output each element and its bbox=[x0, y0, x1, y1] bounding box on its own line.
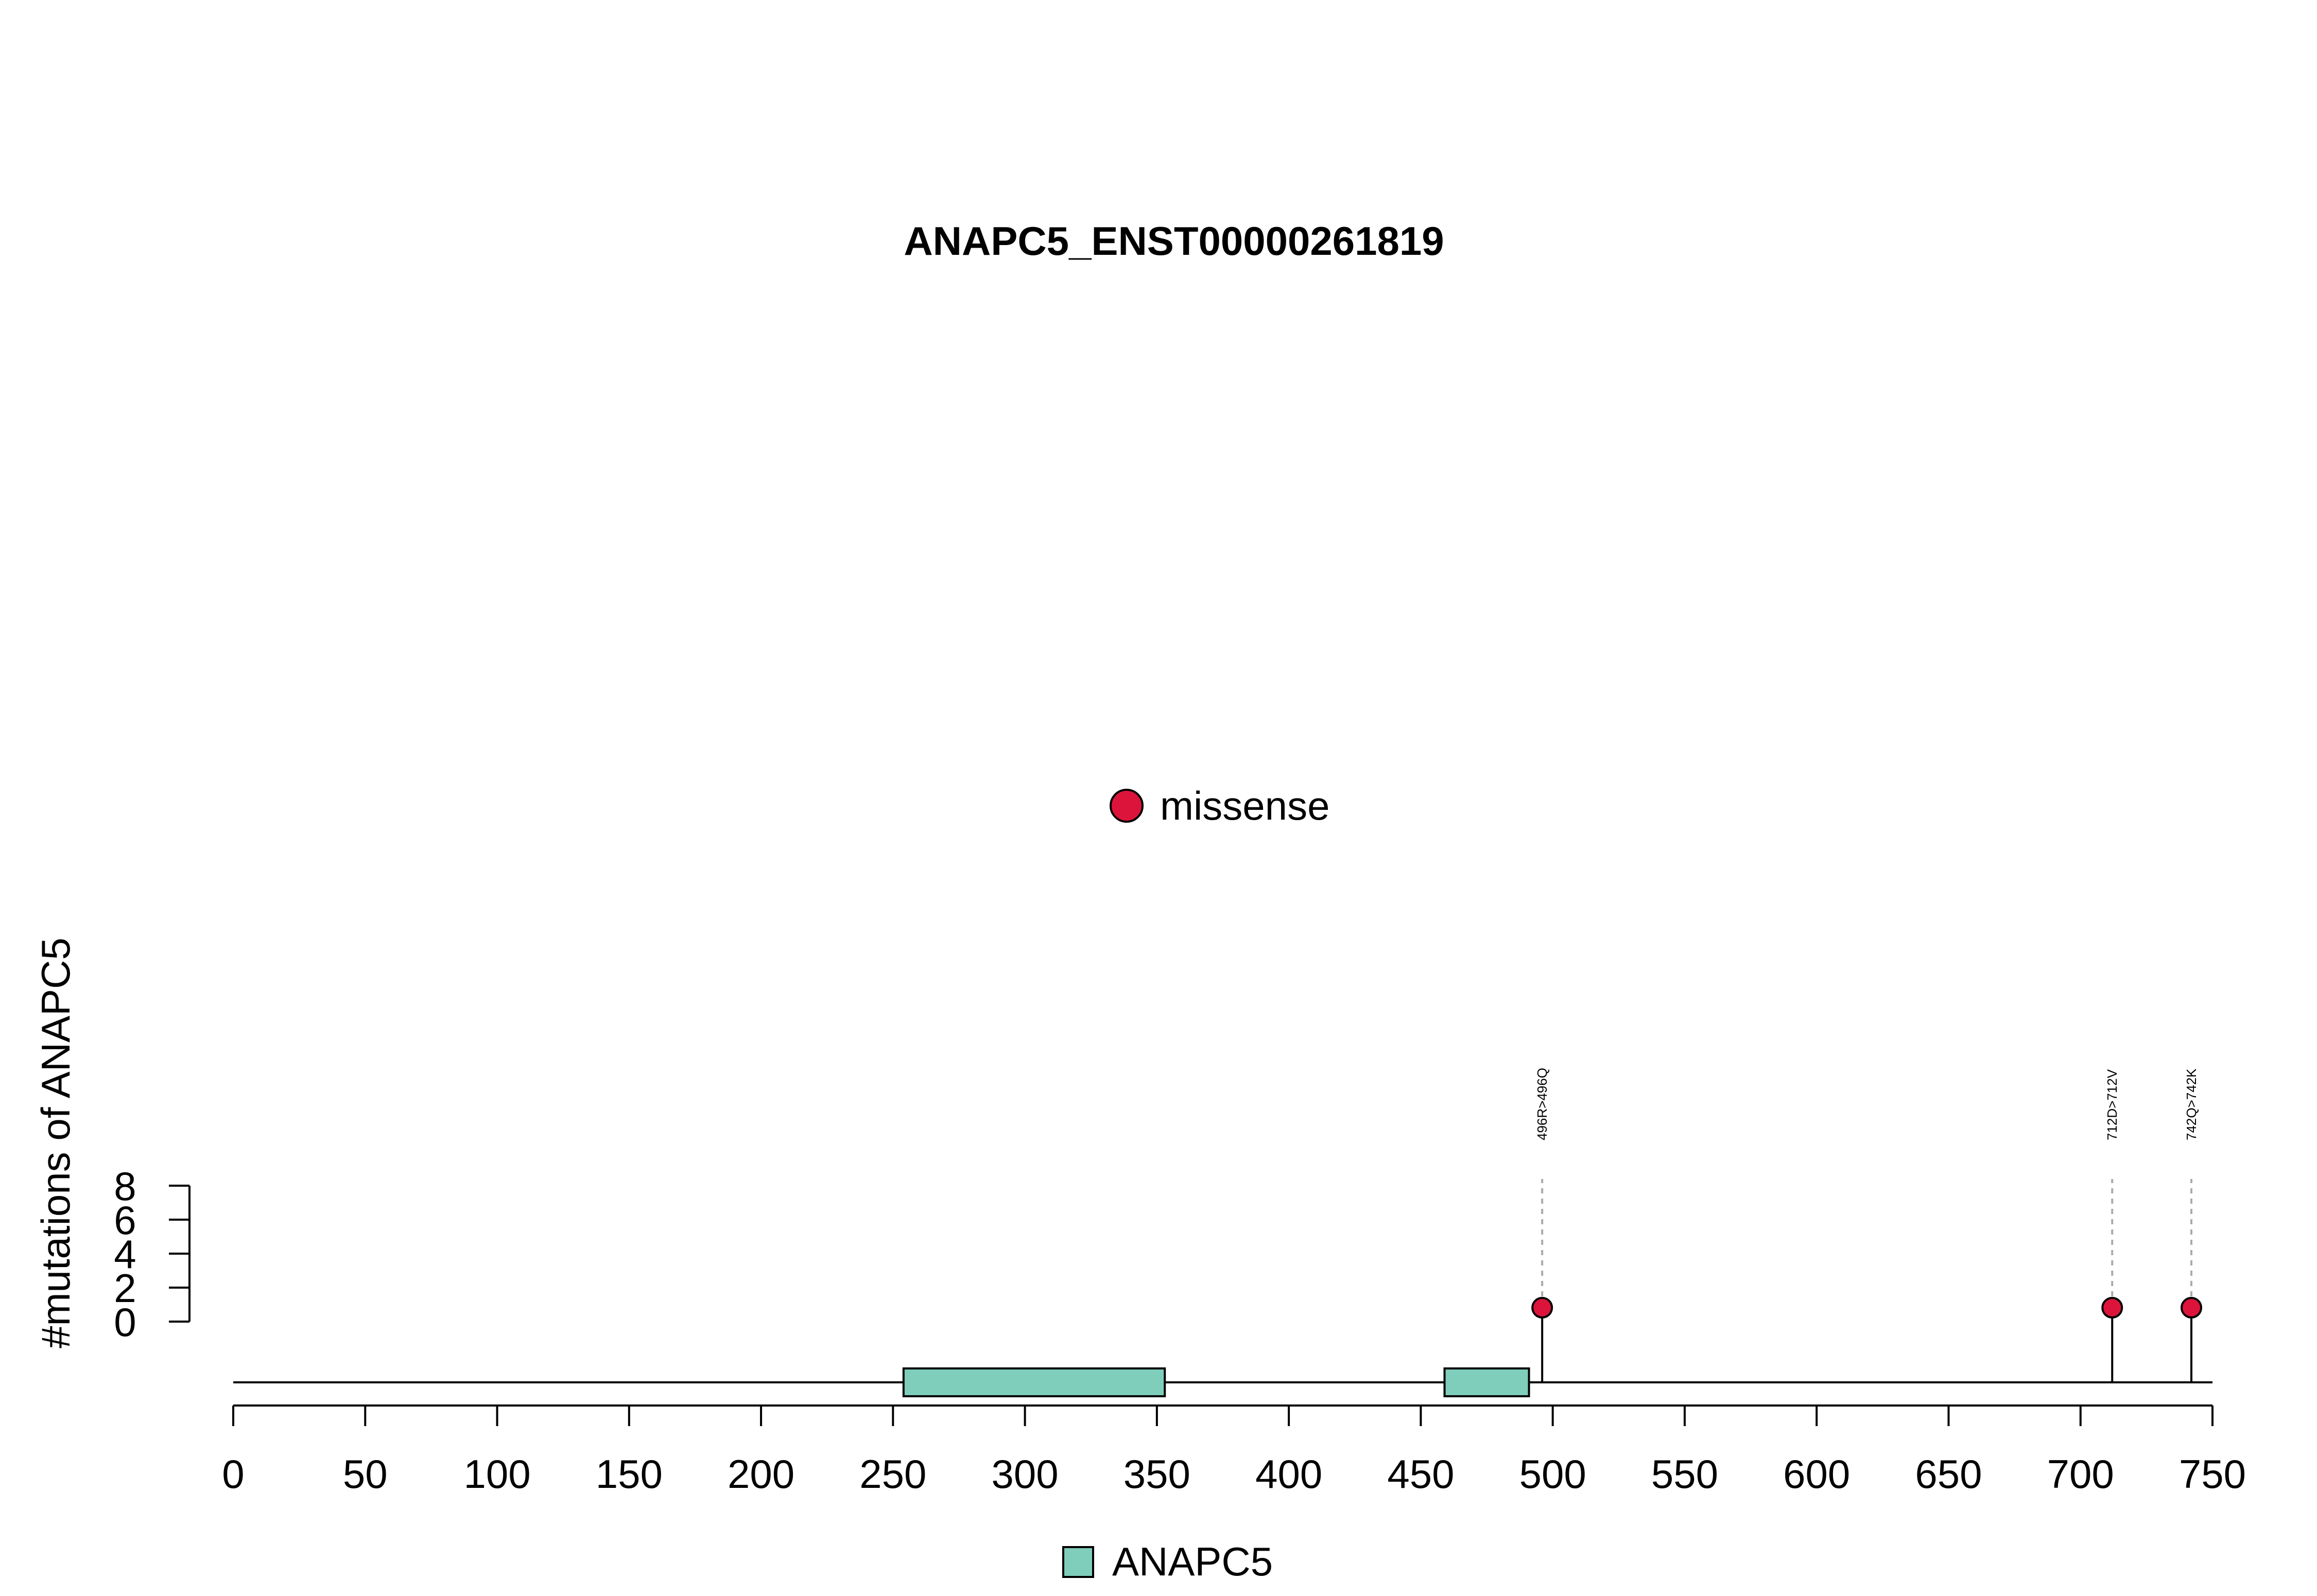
legend-missense-marker bbox=[1110, 789, 1144, 823]
chart-title: ANAPC5_ENST00000261819 bbox=[904, 218, 1444, 264]
x-tick-label: 300 bbox=[992, 1451, 1059, 1497]
mutation-label: 742Q>742K bbox=[2184, 1068, 2199, 1140]
x-tick-label: 0 bbox=[222, 1451, 244, 1497]
x-tick-label: 650 bbox=[1915, 1451, 1982, 1497]
mutation-marker bbox=[2101, 1297, 2123, 1319]
x-tick-label: 400 bbox=[1255, 1451, 1322, 1497]
y-tick-label: 2 bbox=[114, 1265, 136, 1311]
mutation-label: 712D>712V bbox=[2104, 1069, 2120, 1140]
x-tick-label: 550 bbox=[1651, 1451, 1718, 1497]
y-tick-label: 4 bbox=[114, 1231, 136, 1277]
legend-domain-swatch bbox=[1062, 1546, 1094, 1578]
x-axis: 0 50 100 150 200 250 300 350 400 450 500 550 600 650 7… bbox=[222, 1404, 2246, 1497]
x-tick-label: 150 bbox=[596, 1451, 663, 1497]
legend-domain-label: ANAPC5 bbox=[1112, 1539, 1273, 1584]
x-tick-label: 50 bbox=[343, 1451, 388, 1497]
mutation-marker bbox=[1531, 1297, 1553, 1319]
x-tick-label: 700 bbox=[2047, 1451, 2114, 1497]
x-tick-label: 600 bbox=[1783, 1451, 1850, 1497]
mutation-label: 496R>496Q bbox=[1534, 1068, 1550, 1140]
mutation-lollipops: 496R>496Q 712D>712V 742Q>742K bbox=[1531, 1068, 2202, 1382]
mutation-marker bbox=[2180, 1297, 2202, 1319]
y-tick-label: 6 bbox=[114, 1198, 136, 1243]
domain-legend: ANAPC5 bbox=[1062, 1539, 1273, 1584]
mutation-type-legend: missense bbox=[1110, 783, 1329, 828]
y-tick-label: 8 bbox=[114, 1164, 136, 1209]
domain-box bbox=[902, 1367, 1166, 1397]
domain-boxes bbox=[902, 1367, 1530, 1397]
y-axis-label: #mutations of ANAPC5 bbox=[33, 938, 78, 1348]
x-tick-label: 250 bbox=[859, 1451, 926, 1497]
y-tick-label: 0 bbox=[114, 1299, 136, 1345]
x-tick-label: 350 bbox=[1123, 1451, 1190, 1497]
x-tick-label: 200 bbox=[728, 1451, 794, 1497]
x-tick-label: 750 bbox=[2179, 1451, 2246, 1497]
x-tick-label: 100 bbox=[463, 1451, 530, 1497]
domain-box bbox=[1443, 1367, 1530, 1397]
x-tick-label: 500 bbox=[1519, 1451, 1586, 1497]
x-tick-label: 450 bbox=[1387, 1451, 1454, 1497]
legend-missense-label: missense bbox=[1160, 783, 1329, 828]
